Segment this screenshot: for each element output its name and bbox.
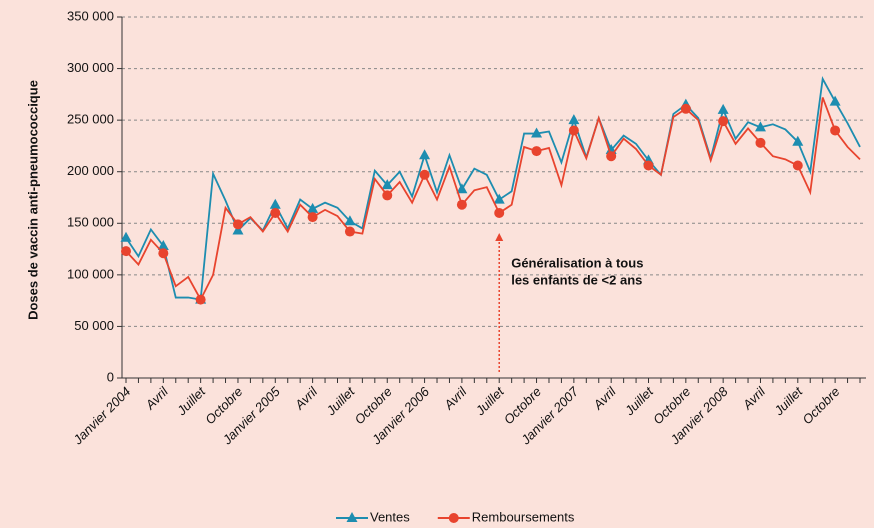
marker bbox=[157, 239, 169, 250]
marker bbox=[270, 207, 281, 218]
marker bbox=[381, 179, 393, 190]
y-tick-label: 50 000 bbox=[74, 318, 114, 333]
legend-label: Ventes bbox=[370, 509, 410, 524]
marker bbox=[568, 114, 580, 125]
y-tick-label: 250 000 bbox=[67, 112, 114, 127]
marker bbox=[755, 137, 766, 148]
y-tick-label: 150 000 bbox=[67, 215, 114, 230]
legend-marker bbox=[448, 513, 459, 523]
marker bbox=[456, 199, 467, 210]
marker bbox=[830, 125, 841, 136]
marker bbox=[232, 219, 243, 230]
marker bbox=[269, 198, 281, 209]
y-tick-label: 300 000 bbox=[67, 60, 114, 75]
marker bbox=[494, 207, 505, 218]
marker bbox=[158, 248, 169, 259]
marker bbox=[419, 149, 431, 160]
annotation: Généralisation à tous bbox=[511, 255, 643, 270]
marker bbox=[121, 246, 131, 257]
marker bbox=[195, 294, 206, 305]
marker bbox=[344, 215, 356, 226]
y-tick-label: 350 000 bbox=[67, 8, 114, 23]
marker bbox=[531, 146, 542, 157]
marker bbox=[717, 103, 729, 114]
y-tick-label: 0 bbox=[107, 369, 114, 384]
marker bbox=[829, 95, 841, 106]
marker bbox=[307, 212, 318, 223]
marker bbox=[680, 103, 691, 114]
series-line bbox=[125, 76, 861, 301]
marker bbox=[307, 202, 319, 213]
marker bbox=[792, 160, 803, 171]
marker bbox=[531, 127, 543, 138]
marker bbox=[120, 231, 132, 242]
marker bbox=[718, 116, 729, 127]
marker bbox=[456, 183, 468, 194]
legend-marker bbox=[346, 512, 358, 522]
annotation-arrowhead bbox=[495, 233, 504, 241]
legend-label: Remboursements bbox=[472, 509, 575, 524]
y-tick-label: 100 000 bbox=[67, 266, 114, 281]
marker bbox=[382, 190, 393, 201]
marker bbox=[754, 121, 766, 132]
marker bbox=[232, 224, 244, 235]
y-tick-label: 200 000 bbox=[67, 163, 114, 178]
y-axis-label: Doses de vaccin anti-pneumococcique bbox=[25, 80, 40, 320]
series-line bbox=[125, 97, 861, 302]
marker bbox=[493, 193, 505, 204]
marker bbox=[568, 125, 579, 136]
marker bbox=[792, 135, 804, 146]
marker bbox=[643, 160, 654, 171]
marker bbox=[419, 169, 430, 180]
marker bbox=[344, 226, 355, 237]
marker bbox=[606, 151, 617, 162]
annotation: les enfants de <2 ans bbox=[511, 272, 642, 287]
